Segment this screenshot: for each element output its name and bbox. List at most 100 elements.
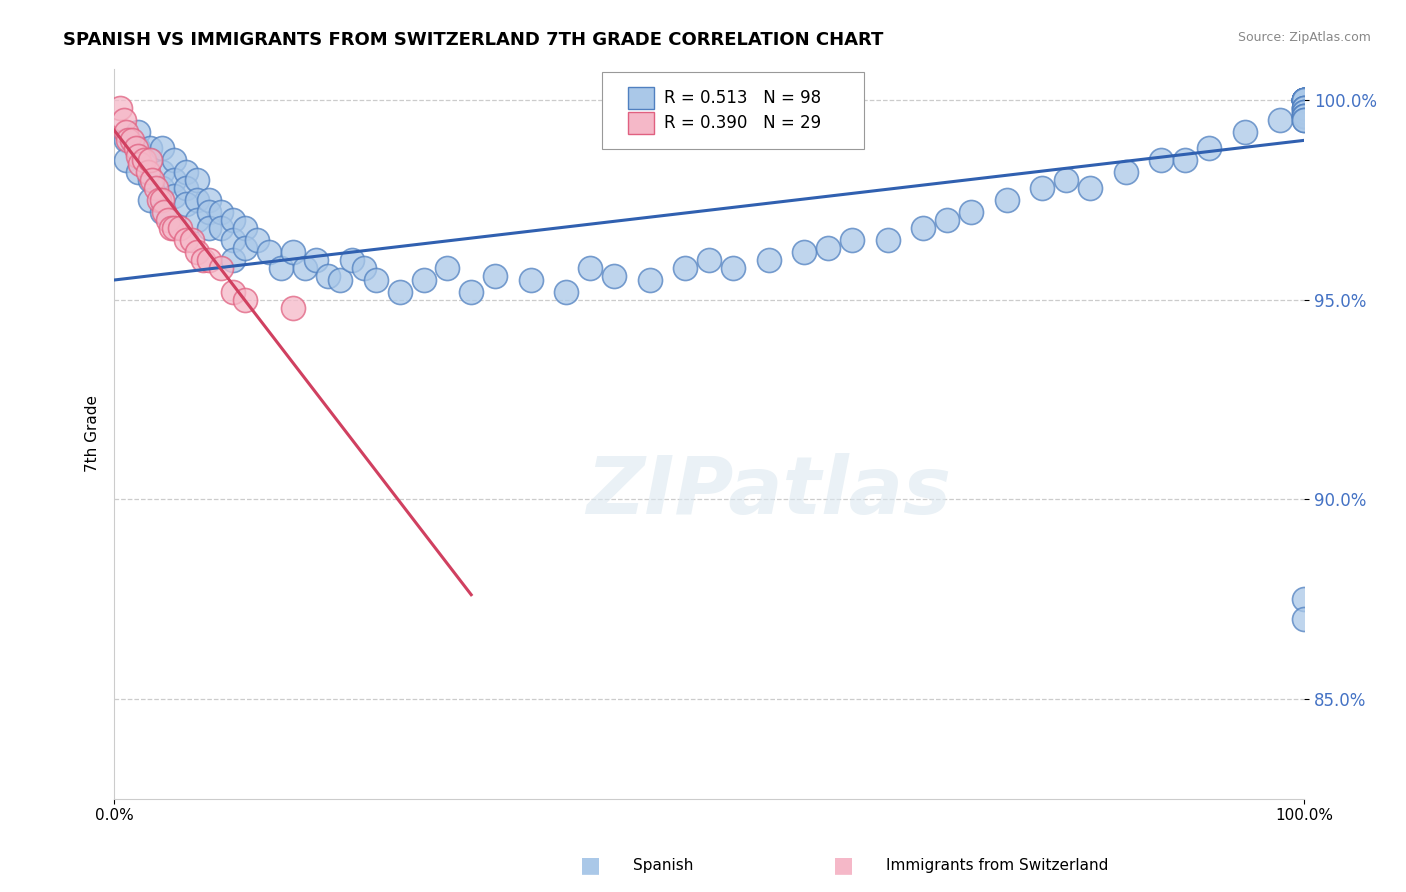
Point [160,221,183,235]
Point [1270,113,1292,128]
Point [340,253,363,268]
Point [115,133,138,147]
Point [1294,102,1316,116]
Point [1174,153,1197,168]
Point [193,253,215,268]
Point [305,253,328,268]
Point [841,233,863,247]
Point [1294,94,1316,108]
Point [353,260,375,275]
Point [141,173,163,187]
Y-axis label: 7th Grade: 7th Grade [86,395,100,472]
Point [127,125,149,139]
Point [1031,181,1053,195]
Text: Spanish: Spanish [633,858,693,872]
Point [136,165,159,179]
Point [721,260,744,275]
Point [233,293,256,307]
Point [1115,165,1137,179]
Point [139,173,162,187]
Point [153,205,176,219]
Point [156,213,179,227]
Point [257,245,280,260]
Point [758,253,780,268]
Point [222,213,245,227]
Point [1294,94,1316,108]
Point [186,245,208,260]
Point [1078,181,1101,195]
Point [150,165,173,179]
Point [150,181,173,195]
Text: ZIPatlas: ZIPatlas [586,453,952,531]
Point [638,273,661,287]
Point [198,205,221,219]
Point [412,273,434,287]
Text: Source: ZipAtlas.com: Source: ZipAtlas.com [1237,31,1371,45]
Text: ■: ■ [581,855,600,875]
Point [1294,94,1316,108]
Point [129,157,152,171]
Point [169,221,191,235]
Point [139,193,162,207]
Point [1198,141,1220,155]
Point [174,165,197,179]
Point [150,205,173,219]
Point [436,260,458,275]
Point [603,268,626,283]
Point [579,260,602,275]
Point [1294,612,1316,626]
Point [364,273,387,287]
Point [1294,105,1316,120]
Point [281,301,304,315]
Point [388,285,411,299]
Point [124,141,146,155]
Point [121,133,143,147]
Point [1294,102,1316,116]
Point [127,165,149,179]
Text: R = 0.390   N = 29: R = 0.390 N = 29 [664,114,821,132]
Point [519,273,541,287]
Point [174,181,197,195]
Point [145,181,167,195]
Point [222,253,245,268]
Point [233,221,256,235]
Point [912,221,935,235]
Point [1294,94,1316,108]
Point [318,268,340,283]
Point [186,213,208,227]
Point [1294,94,1316,108]
Point [294,260,316,275]
Point [115,125,138,139]
Point [222,233,245,247]
Point [174,233,197,247]
Point [793,245,815,260]
Point [1294,94,1316,108]
Point [148,193,170,207]
Bar [628,112,654,134]
Point [246,233,269,247]
Point [281,245,304,260]
Point [132,153,155,168]
Point [209,260,232,275]
Point [1294,105,1316,120]
Point [1150,153,1173,168]
Point [329,273,352,287]
Point [1294,109,1316,123]
Point [209,221,232,235]
Point [222,285,245,299]
Point [1294,94,1316,108]
Point [1233,125,1256,139]
Point [117,133,139,147]
Point [127,141,149,155]
Point [460,285,482,299]
Point [1294,94,1316,108]
Text: ■: ■ [834,855,853,875]
Point [1294,109,1316,123]
Point [233,241,256,255]
Point [198,221,221,235]
Point [673,260,696,275]
Point [108,102,131,116]
Bar [628,87,654,109]
Point [139,153,162,168]
Point [817,241,839,255]
